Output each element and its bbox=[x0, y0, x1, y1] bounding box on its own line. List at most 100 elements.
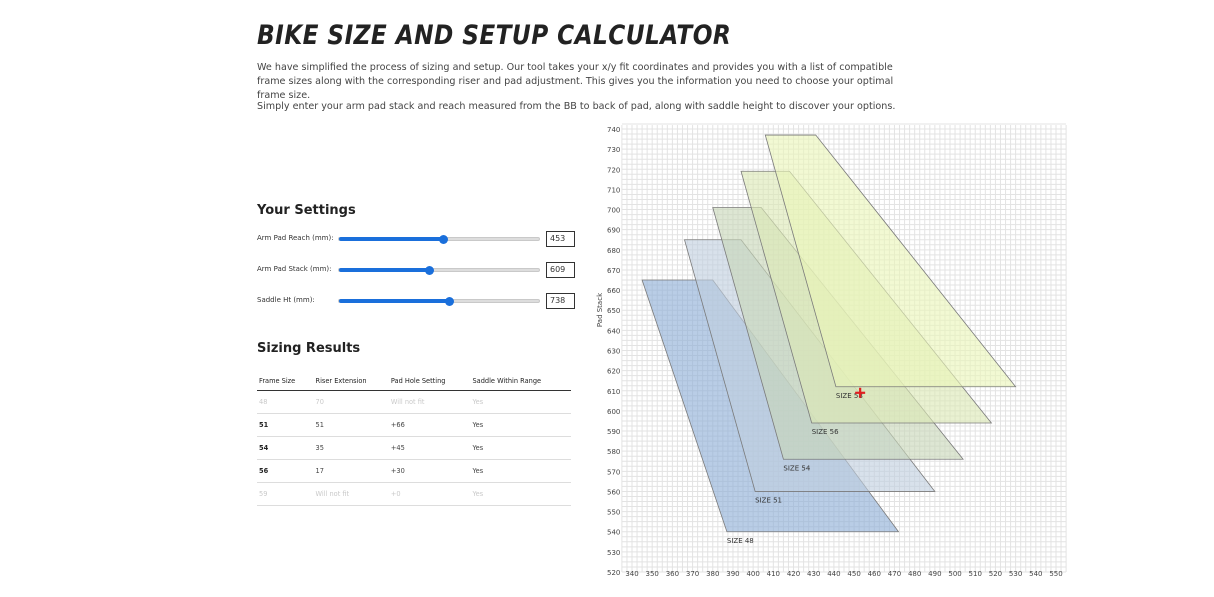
table-row: 59 Will not fit +0 Yes bbox=[257, 482, 571, 506]
y-tick-label: 700 bbox=[607, 207, 620, 215]
x-tick-label: 430 bbox=[807, 570, 820, 578]
y-tick-label: 680 bbox=[607, 247, 620, 255]
y-tick-label: 690 bbox=[607, 227, 620, 235]
y-tick-label: 640 bbox=[607, 327, 620, 335]
x-tick-label: 520 bbox=[989, 570, 1002, 578]
reach-setting: Arm Pad Reach (mm): 453 bbox=[257, 231, 575, 247]
x-tick-label: 420 bbox=[787, 570, 800, 578]
size-label: SIZE 58 bbox=[836, 392, 863, 400]
frame-size-cell: 51 bbox=[257, 413, 314, 437]
saddle-range-cell: Yes bbox=[470, 459, 571, 483]
y-tick-label: 710 bbox=[607, 186, 620, 194]
riser-extension-cell: 70 bbox=[313, 390, 389, 414]
pad-hole-cell: +0 bbox=[388, 482, 471, 506]
results-heading: Sizing Results bbox=[257, 341, 361, 356]
x-tick-label: 440 bbox=[827, 570, 840, 578]
frame-size-cell: 59 bbox=[257, 482, 314, 506]
saddle-label: Saddle Ht (mm): bbox=[257, 296, 315, 304]
stack-setting: Arm Pad Stack (mm): 609 bbox=[257, 262, 575, 278]
x-tick-label: 530 bbox=[1009, 570, 1022, 578]
x-tick-label: 340 bbox=[625, 570, 638, 578]
x-tick-label: 480 bbox=[908, 570, 921, 578]
pad-hole-cell: +45 bbox=[388, 436, 471, 460]
column-header: Frame Size bbox=[257, 372, 314, 391]
saddle-slider-thumb[interactable] bbox=[445, 297, 454, 306]
y-tick-label: 740 bbox=[607, 126, 620, 134]
x-tick-label: 400 bbox=[746, 570, 759, 578]
riser-extension-cell: Will not fit bbox=[313, 482, 389, 506]
riser-extension-cell: 17 bbox=[313, 459, 389, 483]
y-axis-label: Pad Stack bbox=[596, 292, 604, 327]
column-header: Pad Hole Setting bbox=[388, 372, 471, 391]
y-tick-label: 610 bbox=[607, 388, 620, 396]
table-row: 54 35 +45 Yes bbox=[257, 436, 571, 460]
pad-hole-cell: +30 bbox=[388, 459, 471, 483]
reach-label: Arm Pad Reach (mm): bbox=[257, 234, 334, 242]
reach-slider-thumb[interactable] bbox=[439, 235, 448, 244]
y-tick-label: 730 bbox=[607, 146, 620, 154]
frame-size-cell: 56 bbox=[257, 459, 314, 483]
reach-slider[interactable] bbox=[338, 235, 540, 244]
x-tick-label: 450 bbox=[847, 570, 860, 578]
size-label: SIZE 48 bbox=[727, 537, 754, 545]
saddle-setting: Saddle Ht (mm): 738 bbox=[257, 293, 575, 309]
x-tick-label: 470 bbox=[888, 570, 901, 578]
x-tick-label: 500 bbox=[948, 570, 961, 578]
saddle-range-cell: Yes bbox=[470, 390, 571, 414]
pad-hole-cell: Will not fit bbox=[388, 390, 471, 414]
y-tick-label: 520 bbox=[607, 569, 620, 577]
riser-extension-cell: 51 bbox=[313, 413, 389, 437]
x-tick-label: 410 bbox=[767, 570, 780, 578]
frame-size-cell: 48 bbox=[257, 390, 314, 414]
y-tick-label: 620 bbox=[607, 368, 620, 376]
x-tick-label: 370 bbox=[686, 570, 699, 578]
frame-size-cell: 54 bbox=[257, 436, 314, 460]
saddle-range-cell: Yes bbox=[470, 413, 571, 437]
size-label: SIZE 51 bbox=[755, 496, 782, 504]
y-tick-label: 590 bbox=[607, 428, 620, 436]
size-label: SIZE 56 bbox=[812, 428, 839, 436]
riser-extension-cell: 35 bbox=[313, 436, 389, 460]
settings-heading: Your Settings bbox=[257, 203, 356, 218]
stack-input[interactable]: 609 bbox=[546, 262, 575, 278]
reach-input[interactable]: 453 bbox=[546, 231, 575, 247]
instructions-paragraph: Simply enter your arm pad stack and reac… bbox=[257, 101, 896, 112]
y-tick-label: 600 bbox=[607, 408, 620, 416]
x-tick-label: 540 bbox=[1029, 570, 1042, 578]
y-tick-label: 540 bbox=[607, 529, 620, 537]
x-tick-label: 460 bbox=[868, 570, 881, 578]
x-tick-label: 380 bbox=[706, 570, 719, 578]
results-header-row: Frame Size Riser Extension Pad Hole Sett… bbox=[257, 372, 571, 391]
table-row: 51 51 +66 Yes bbox=[257, 413, 571, 437]
intro-paragraph: We have simplified the process of sizing… bbox=[257, 62, 894, 101]
y-tick-label: 670 bbox=[607, 267, 620, 275]
x-tick-label: 550 bbox=[1049, 570, 1062, 578]
saddle-slider-fill bbox=[339, 299, 449, 303]
saddle-slider[interactable] bbox=[338, 297, 540, 306]
stack-slider-fill bbox=[339, 268, 429, 272]
saddle-range-cell: Yes bbox=[470, 482, 571, 506]
page-title: BIKE SIZE AND SETUP CALCULATOR bbox=[257, 20, 732, 51]
table-row: 48 70 Will not fit Yes bbox=[257, 390, 571, 414]
y-tick-label: 580 bbox=[607, 448, 620, 456]
stack-label: Arm Pad Stack (mm): bbox=[257, 265, 332, 273]
x-tick-label: 360 bbox=[666, 570, 679, 578]
y-tick-label: 560 bbox=[607, 488, 620, 496]
stack-slider[interactable] bbox=[338, 266, 540, 275]
saddle-range-cell: Yes bbox=[470, 436, 571, 460]
stack-slider-thumb[interactable] bbox=[425, 266, 434, 275]
x-tick-label: 490 bbox=[928, 570, 941, 578]
y-tick-label: 570 bbox=[607, 468, 620, 476]
size-label: SIZE 54 bbox=[783, 464, 810, 472]
y-tick-label: 630 bbox=[607, 348, 620, 356]
y-tick-label: 660 bbox=[607, 287, 620, 295]
reach-slider-fill bbox=[339, 237, 443, 241]
pad-hole-cell: +66 bbox=[388, 413, 471, 437]
y-tick-label: 720 bbox=[607, 166, 620, 174]
y-tick-label: 650 bbox=[607, 307, 620, 315]
x-tick-label: 350 bbox=[646, 570, 659, 578]
column-header: Saddle Within Range bbox=[470, 372, 571, 391]
saddle-input[interactable]: 738 bbox=[546, 293, 575, 309]
results-table: Frame Size Riser Extension Pad Hole Sett… bbox=[257, 372, 571, 506]
